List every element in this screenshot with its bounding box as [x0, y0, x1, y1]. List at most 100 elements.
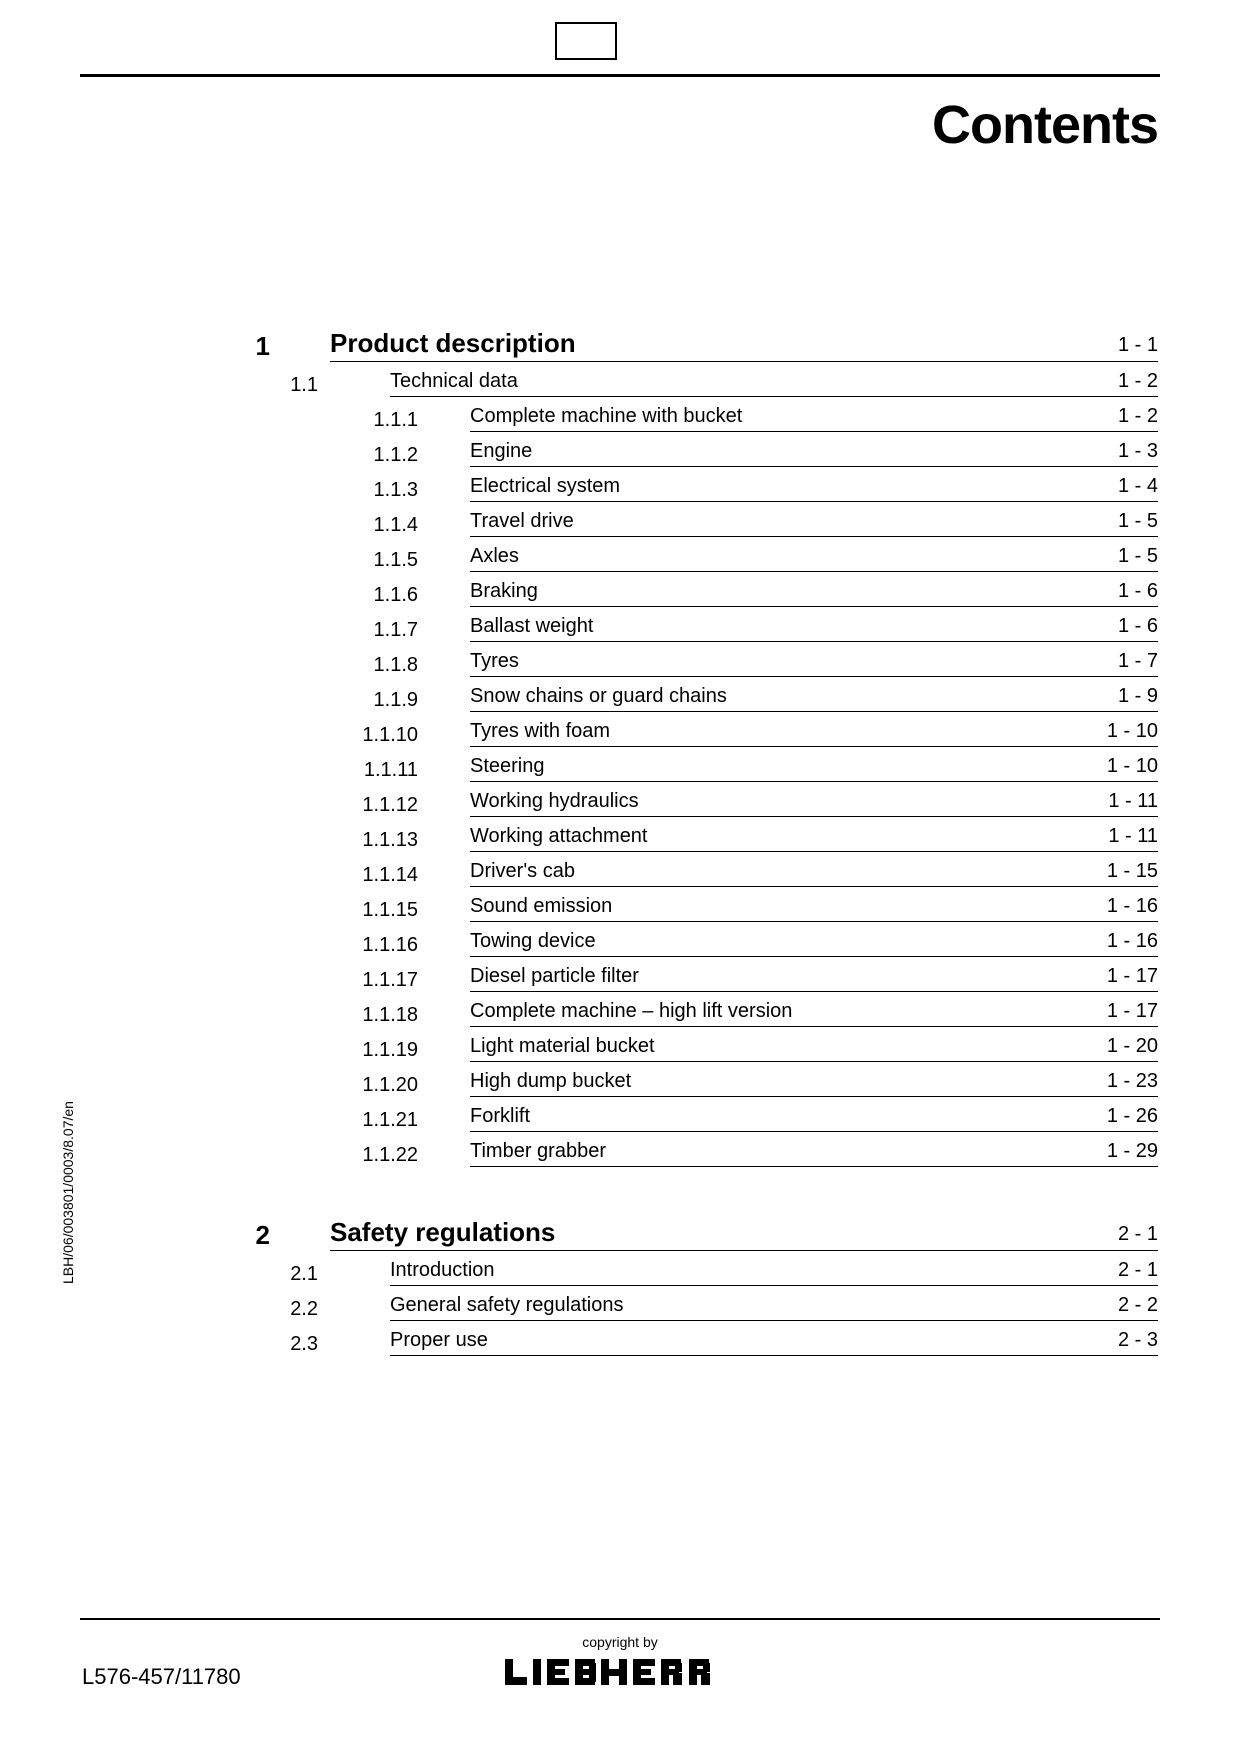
- toc-subsection-number: 1.1.21: [80, 1109, 470, 1132]
- toc-section-page: 2 - 1: [1118, 1259, 1158, 1282]
- toc-chapter-number: 2: [80, 1220, 330, 1251]
- toc-subsection-title: Driver's cab: [470, 860, 1107, 883]
- toc-subsection-page: 1 - 23: [1107, 1070, 1158, 1093]
- toc-subsection-number: 1.1.19: [80, 1039, 470, 1062]
- toc-subsection-number: 1.1.13: [80, 829, 470, 852]
- toc-subsection-row: 1.1.11Steering1 - 10: [80, 755, 1158, 782]
- toc-subsection-page: 1 - 5: [1118, 545, 1158, 568]
- toc-subsection-title: Travel drive: [470, 510, 1118, 533]
- toc-subsection-title: Light material bucket: [470, 1035, 1107, 1058]
- toc-subsection-title: Forklift: [470, 1105, 1107, 1128]
- toc-subsection-number: 1.1.14: [80, 864, 470, 887]
- toc-subsection-row: 1.1.21Forklift1 - 26: [80, 1105, 1158, 1132]
- footer-rule: [80, 1618, 1160, 1620]
- side-document-code: LBH/06/003801/0003/8.07/en: [60, 1101, 76, 1284]
- toc-subsection-number: 1.1.18: [80, 1004, 470, 1027]
- toc-subsection-title: Axles: [470, 545, 1118, 568]
- toc-section-number: 2.1: [80, 1263, 390, 1286]
- toc-subsection-row: 1.1.6Braking1 - 6: [80, 580, 1158, 607]
- toc-subsection-row: 1.1.12Working hydraulics1 - 11: [80, 790, 1158, 817]
- toc-subsection-title: Diesel particle filter: [470, 965, 1107, 988]
- toc-subsection-row: 1.1.2Engine1 - 3: [80, 440, 1158, 467]
- toc-subsection-page: 1 - 10: [1107, 720, 1158, 743]
- toc-section-number: 2.2: [80, 1298, 390, 1321]
- toc-subsection-title: Braking: [470, 580, 1118, 603]
- toc-subsection-title: Sound emission: [470, 895, 1107, 918]
- header-placeholder-box: [555, 22, 617, 60]
- copyright-label: copyright by: [0, 1634, 1240, 1650]
- toc-subsection-title: Tyres: [470, 650, 1118, 673]
- toc-subsection-row: 1.1.22Timber grabber1 - 29: [80, 1140, 1158, 1167]
- toc-subsection-page: 1 - 9: [1118, 685, 1158, 708]
- toc-subsection-page: 1 - 17: [1107, 965, 1158, 988]
- toc-subsection-page: 1 - 11: [1108, 825, 1158, 848]
- toc-subsection-page: 1 - 5: [1118, 510, 1158, 533]
- toc-section-title: General safety regulations: [390, 1294, 1118, 1317]
- toc-subsection-number: 1.1.22: [80, 1144, 470, 1167]
- toc-subsection-row: 1.1.20High dump bucket1 - 23: [80, 1070, 1158, 1097]
- toc-section-page: 2 - 2: [1118, 1294, 1158, 1317]
- toc-subsection-number: 1.1.8: [80, 654, 470, 677]
- toc-chapter-title: Product description: [330, 328, 1118, 359]
- toc-subsection-page: 1 - 10: [1107, 755, 1158, 778]
- toc-chapter-row: 1Product description1 - 1: [80, 328, 1158, 362]
- toc-subsection-page: 1 - 7: [1118, 650, 1158, 673]
- toc-subsection-page: 1 - 2: [1118, 405, 1158, 428]
- toc-subsection-number: 1.1.17: [80, 969, 470, 992]
- toc-section-row: 2.1Introduction2 - 1: [80, 1259, 1158, 1286]
- toc-subsection-page: 1 - 16: [1107, 895, 1158, 918]
- toc-subsection-title: Working attachment: [470, 825, 1108, 848]
- toc-subsection-title: Steering: [470, 755, 1107, 778]
- toc-section-page: 2 - 3: [1118, 1329, 1158, 1352]
- toc-section-number: 1.1: [80, 374, 390, 397]
- toc-section-title: Technical data: [390, 370, 1118, 393]
- toc-subsection-page: 1 - 4: [1118, 475, 1158, 498]
- toc-chapter-page: 2 - 1: [1118, 1223, 1158, 1248]
- toc-subsection-page: 1 - 3: [1118, 440, 1158, 463]
- toc-subsection-number: 1.1.3: [80, 479, 470, 502]
- toc-section-page: 1 - 2: [1118, 370, 1158, 393]
- toc-subsection-number: 1.1.9: [80, 689, 470, 712]
- toc-subsection-row: 1.1.18Complete machine – high lift versi…: [80, 1000, 1158, 1027]
- toc-section-title: Proper use: [390, 1329, 1118, 1352]
- toc-subsection-row: 1.1.13Working attachment1 - 11: [80, 825, 1158, 852]
- toc-section-row: 1.1Technical data1 - 2: [80, 370, 1158, 397]
- toc-subsection-row: 1.1.9Snow chains or guard chains1 - 9: [80, 685, 1158, 712]
- toc-subsection-page: 1 - 6: [1118, 615, 1158, 638]
- toc-subsection-row: 1.1.1Complete machine with bucket1 - 2: [80, 405, 1158, 432]
- page-title: Contents: [932, 94, 1158, 156]
- toc-subsection-row: 1.1.3Electrical system1 - 4: [80, 475, 1158, 502]
- toc-subsection-number: 1.1.10: [80, 724, 470, 747]
- toc-subsection-page: 1 - 20: [1107, 1035, 1158, 1058]
- toc-chapter-row: 2Safety regulations2 - 1: [80, 1217, 1158, 1251]
- toc-subsection-number: 1.1.5: [80, 549, 470, 572]
- toc-subsection-page: 1 - 11: [1108, 790, 1158, 813]
- toc-subsection-number: 1.1.15: [80, 899, 470, 922]
- toc-subsection-number: 1.1.20: [80, 1074, 470, 1097]
- toc-subsection-title: Engine: [470, 440, 1118, 463]
- toc-subsection-title: Ballast weight: [470, 615, 1118, 638]
- toc-subsection-title: Snow chains or guard chains: [470, 685, 1118, 708]
- toc-subsection-row: 1.1.14Driver's cab1 - 15: [80, 860, 1158, 887]
- toc-chapter-number: 1: [80, 331, 330, 362]
- toc-subsection-page: 1 - 26: [1107, 1105, 1158, 1128]
- toc-subsection-row: 1.1.8Tyres1 - 7: [80, 650, 1158, 677]
- toc-subsection-title: High dump bucket: [470, 1070, 1107, 1093]
- toc-subsection-page: 1 - 29: [1107, 1140, 1158, 1163]
- toc-subsection-title: Complete machine – high lift version: [470, 1000, 1107, 1023]
- toc-subsection-row: 1.1.15Sound emission1 - 16: [80, 895, 1158, 922]
- toc-section-row: 2.3Proper use2 - 3: [80, 1329, 1158, 1356]
- toc-subsection-page: 1 - 6: [1118, 580, 1158, 603]
- toc-section-row: 2.2General safety regulations2 - 2: [80, 1294, 1158, 1321]
- toc-subsection-title: Complete machine with bucket: [470, 405, 1118, 428]
- toc-subsection-page: 1 - 17: [1107, 1000, 1158, 1023]
- toc-section-title: Introduction: [390, 1259, 1118, 1282]
- toc-subsection-row: 1.1.5Axles1 - 5: [80, 545, 1158, 572]
- toc-subsection-row: 1.1.4Travel drive1 - 5: [80, 510, 1158, 537]
- toc-subsection-number: 1.1.2: [80, 444, 470, 467]
- toc-subsection-page: 1 - 15: [1107, 860, 1158, 883]
- toc-subsection-row: 1.1.19Light material bucket1 - 20: [80, 1035, 1158, 1062]
- toc-subsection-number: 1.1.1: [80, 409, 470, 432]
- table-of-contents: 1Product description1 - 1 1.1Technical da…: [80, 320, 1158, 1358]
- toc-subsection-row: 1.1.17Diesel particle filter1 - 17: [80, 965, 1158, 992]
